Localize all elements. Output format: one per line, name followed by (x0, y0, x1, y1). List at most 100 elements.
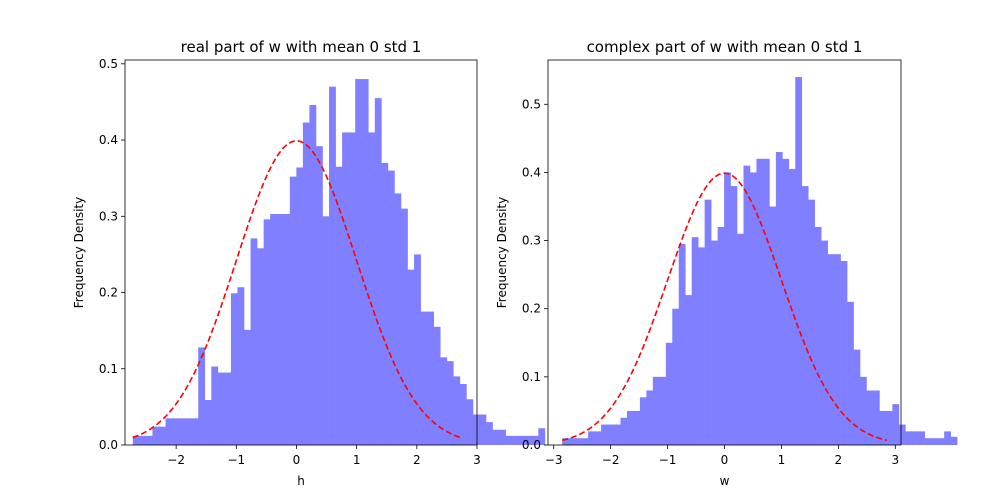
x-tick-label: −2 (167, 453, 185, 467)
histogram-bar (322, 216, 330, 445)
histogram-bar (315, 146, 323, 445)
histogram-bar (433, 326, 441, 445)
y-tick-label: 0.0 (99, 438, 118, 452)
histogram-bar (872, 390, 880, 445)
histogram-bar (601, 424, 608, 445)
histogram-bar (289, 176, 297, 445)
histogram-bar (459, 384, 467, 445)
histogram-bar (479, 414, 487, 445)
histogram-bar (801, 186, 809, 445)
histogram-bar (387, 170, 395, 446)
histogram-bar (250, 238, 258, 445)
histogram-bar (263, 219, 271, 445)
histogram-bar (440, 357, 448, 445)
histogram-bar (257, 248, 264, 445)
chart-title: complex part of w with mean 0 std 1 (587, 38, 863, 56)
histogram-bar (885, 410, 893, 445)
histogram-bar (756, 158, 764, 445)
histogram-bar (230, 293, 238, 445)
histogram-bar (724, 172, 731, 445)
histogram-bar (737, 233, 744, 445)
x-tick-label: 1 (778, 453, 786, 467)
histogram-bar (198, 347, 206, 445)
histogram-bar (950, 436, 958, 445)
histogram-bar (329, 86, 336, 446)
histogram-bar (562, 438, 569, 445)
histogram-bar (931, 438, 938, 445)
histogram-bar (821, 240, 828, 445)
histogram-bar (659, 376, 667, 445)
chart-panel-complex-part: −3 −2 −1 0 1 2 3 0.0 0.1 0.2 0.3 0.4 0.5 complex part… (495, 38, 958, 488)
y-axis-label: Frequency Density (495, 197, 509, 308)
y-tick-label: 0.5 (99, 57, 118, 71)
histogram-bar (866, 390, 874, 445)
y-axis-label: Frequency Density (72, 197, 86, 308)
histogram-bar (244, 329, 251, 445)
histogram-bar (691, 237, 699, 445)
y-tick-label: 0.1 (522, 370, 541, 384)
histogram-bar (446, 361, 454, 445)
histogram-bar (132, 435, 140, 445)
histogram-bar (145, 435, 153, 445)
histogram-bar (652, 376, 660, 445)
normal-pdf-line (132, 140, 461, 439)
histogram-bar (414, 254, 421, 445)
histogram-bar (834, 254, 841, 445)
x-tick-label: −2 (602, 453, 620, 467)
histogram-bar (594, 431, 602, 445)
histogram-bar (827, 254, 835, 445)
plot-frame (124, 59, 478, 446)
histogram-bar (685, 295, 692, 445)
histogram-bars (562, 77, 958, 446)
histogram-bar (348, 132, 356, 445)
histogram-bar (924, 438, 932, 445)
histogram-bar (309, 104, 317, 445)
histogram-bar (211, 366, 219, 445)
histogram-bar (368, 132, 376, 445)
histogram-bar (217, 372, 225, 445)
histogram-bar (518, 435, 526, 445)
histogram-bar (538, 428, 546, 445)
histogram-bar (711, 240, 718, 445)
histogram-bar (139, 435, 147, 445)
x-tick-label: 3 (473, 453, 481, 467)
histogram-bar (665, 342, 673, 445)
histogram-bar (158, 426, 166, 445)
x-tick-label: −3 (545, 453, 563, 467)
y-tick-label: 0.5 (522, 97, 541, 111)
histogram-bar (937, 438, 945, 445)
histogram-bar (892, 404, 900, 445)
histogram-bar (575, 438, 582, 445)
histogram-bars (132, 79, 546, 446)
histogram-bar (568, 438, 576, 445)
histogram-bar (342, 132, 349, 445)
histogram-bar (427, 311, 434, 445)
histogram-bar (743, 165, 751, 445)
histogram-bar (394, 193, 402, 445)
histogram-bar (860, 376, 867, 445)
histogram-bar (525, 435, 533, 445)
y-tick-label: 0.2 (99, 286, 118, 300)
histogram-bar (626, 410, 634, 445)
histogram-bar (191, 418, 199, 445)
histogram-bar (512, 435, 520, 445)
histogram-bar (204, 400, 212, 445)
x-tick-label: 1 (353, 453, 361, 467)
histogram-bar (717, 226, 725, 445)
histogram-bar (237, 287, 245, 445)
histogram-bar (355, 79, 363, 445)
y-tick-label: 0.3 (522, 234, 541, 248)
y-tick-label: 0.4 (522, 165, 541, 179)
histogram-bar (704, 199, 712, 445)
y-tick-label: 0.2 (522, 302, 541, 316)
histogram-bar (296, 167, 304, 445)
histogram-bar (185, 418, 192, 445)
histogram-bar (918, 431, 926, 445)
histogram-bar (795, 77, 803, 445)
x-tick-label: −1 (659, 453, 677, 467)
histogram-bar (505, 435, 513, 445)
histogram-bar (178, 418, 186, 445)
x-axis-label: w (720, 474, 730, 488)
x-tick-label: 2 (835, 453, 843, 467)
